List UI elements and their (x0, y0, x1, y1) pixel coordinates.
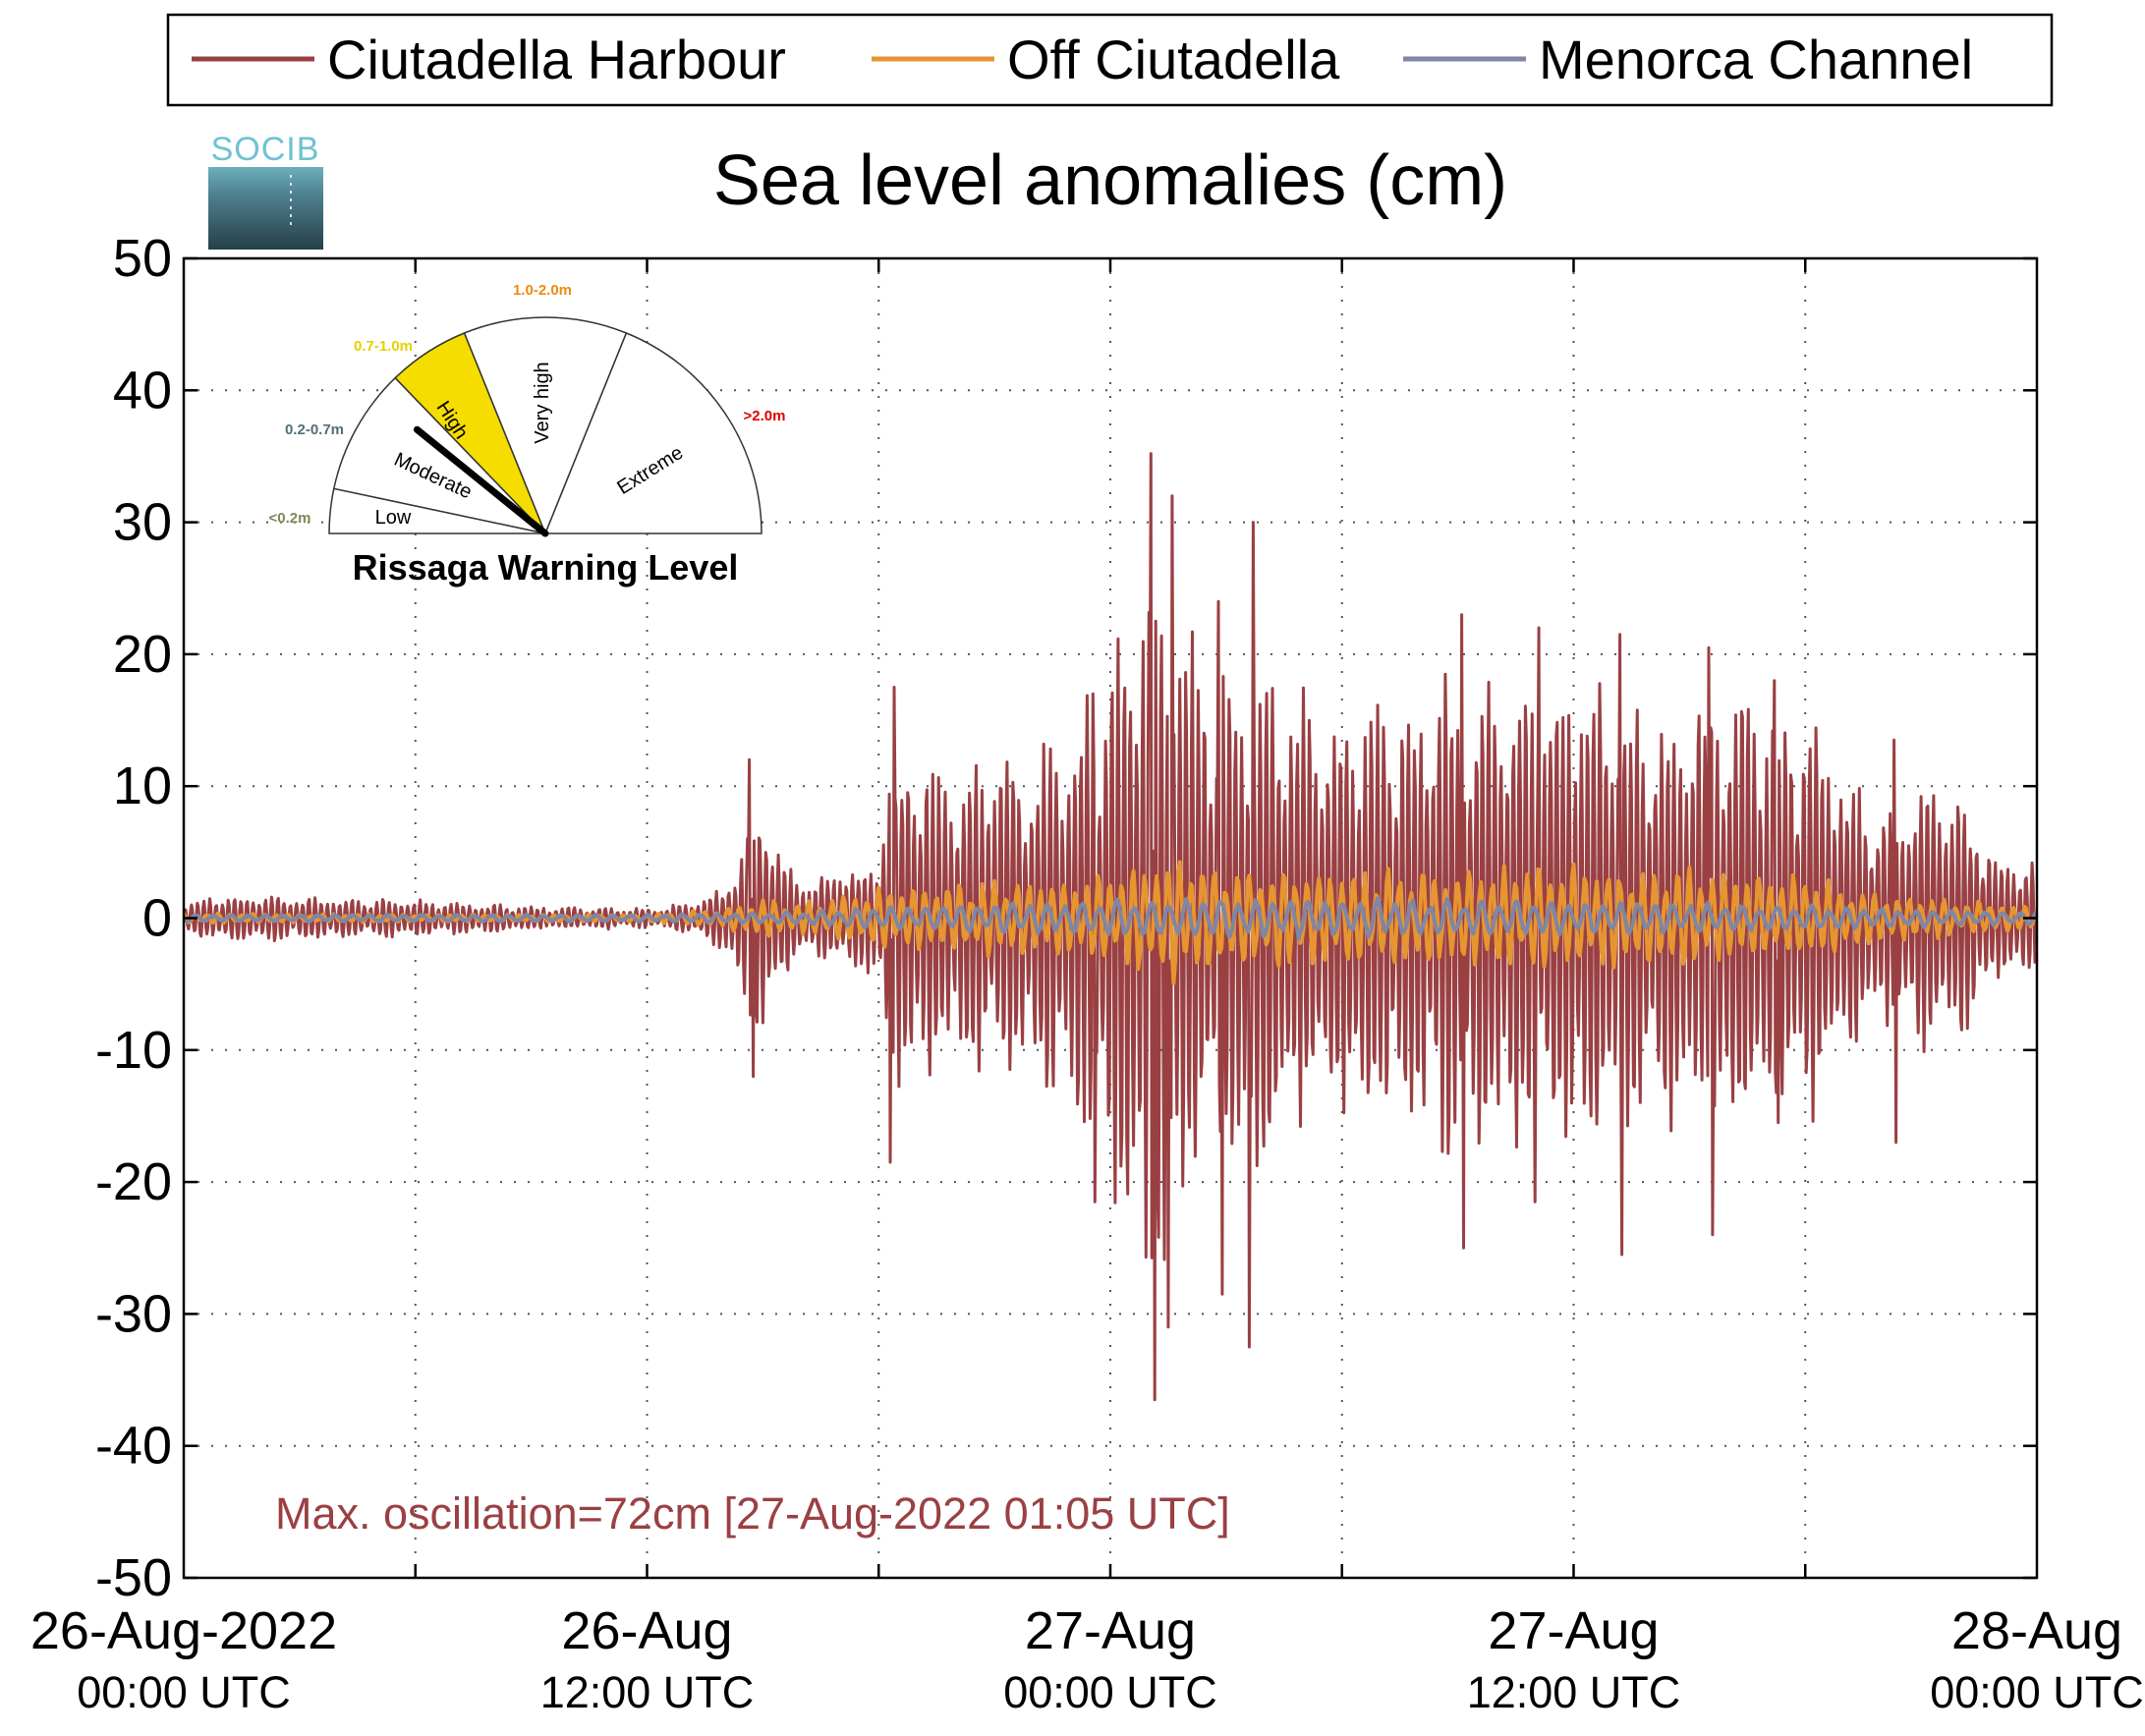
gauge-sector-label: Very high (532, 362, 553, 443)
x-tick-label-time: 00:00 UTC (1003, 1667, 1217, 1717)
y-tick-label: 10 (113, 756, 172, 815)
x-tick-label-date: 28-Aug (1951, 1601, 2122, 1660)
socib-logo-text: SOCIB (211, 131, 320, 168)
legend-label: Off Ciutadella (1007, 28, 1340, 90)
x-tick-label-time: 00:00 UTC (1930, 1667, 2144, 1717)
gauge-title: Rissaga Warning Level (353, 547, 739, 588)
gauge-sector-label: Low (375, 507, 412, 529)
x-tick-label-date: 27-Aug (1025, 1601, 1196, 1660)
y-tick-label: 20 (113, 625, 172, 684)
x-tick-label-time: 12:00 UTC (1467, 1667, 1681, 1717)
y-tick-label: 40 (113, 361, 172, 420)
gauge-range-label: >2.0m (744, 408, 786, 424)
y-tick-label: -50 (95, 1548, 172, 1607)
y-tick-label: 0 (142, 889, 172, 948)
x-tick-label-date: 26-Aug-2022 (30, 1601, 337, 1660)
series-off-ciutadella (184, 860, 2037, 985)
series-menorca-channel (184, 896, 2037, 941)
legend-label: Ciutadella Harbour (327, 28, 786, 90)
chart-title: Sea level anomalies (cm) (713, 141, 1507, 220)
y-tick-label: -20 (95, 1152, 172, 1211)
gauge-range-label: <0.2m (269, 510, 311, 527)
y-tick-label: -40 (95, 1417, 172, 1476)
x-tick-label-time: 12:00 UTC (540, 1667, 755, 1717)
legend-label: Menorca Channel (1539, 28, 1973, 90)
x-tick-label-date: 27-Aug (1488, 1601, 1659, 1660)
x-tick-label-time: 00:00 UTC (77, 1667, 291, 1717)
legend-box (166, 13, 2054, 107)
y-tick-label: 50 (113, 229, 172, 288)
y-tick-label: -10 (95, 1021, 172, 1080)
gauge-range-label: 1.0-2.0m (513, 282, 572, 299)
socib-logo-badge (208, 151, 323, 250)
series-layer (184, 452, 2037, 1402)
y-tick-label: 30 (113, 493, 172, 552)
x-tick-label-date: 26-Aug (561, 1601, 732, 1660)
gauge-range-label: 0.7-1.0m (354, 338, 413, 355)
y-tick-label: -30 (95, 1284, 172, 1343)
gauge-range-label: 0.2-0.7m (285, 421, 344, 438)
max-oscillation-annotation: Max. oscillation=72cm [27-Aug-2022 01:05… (275, 1488, 1230, 1539)
gauge-needle (413, 425, 549, 537)
gauge-sector (463, 316, 628, 536)
legend: Ciutadella Harbour Off Ciutadella Menorca … (166, 13, 2054, 107)
socib-logo: SOCIB (208, 128, 323, 250)
gauge-sector (543, 332, 762, 534)
